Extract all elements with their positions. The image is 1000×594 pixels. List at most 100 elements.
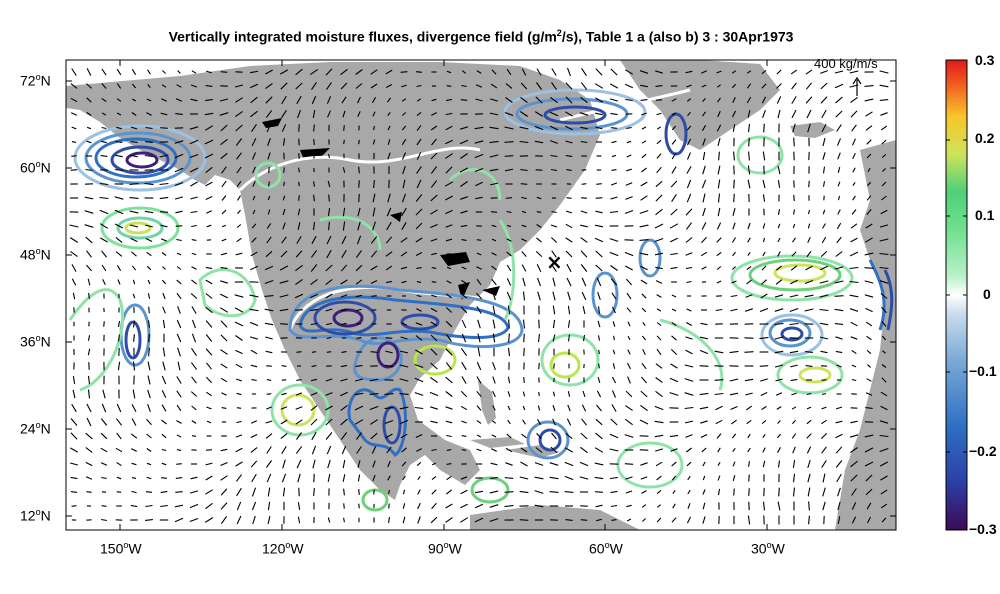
flux-vector (699, 349, 709, 355)
flux-vector (762, 194, 766, 202)
flux-vector (837, 166, 841, 174)
flux-vector (880, 489, 888, 495)
flux-vector (807, 237, 811, 243)
flux-vector (716, 237, 722, 243)
flux-vector (774, 308, 784, 312)
flux-vector (474, 153, 484, 159)
flux-vector (687, 475, 691, 481)
flux-vector (491, 224, 497, 228)
flux-vector (866, 181, 872, 187)
flux-vector (295, 264, 303, 272)
flux-vector (445, 307, 453, 313)
flux-vector (865, 474, 873, 482)
flux-vector (701, 70, 707, 74)
flux-vector (115, 447, 123, 453)
flux-vector (159, 182, 169, 186)
flux-vector (805, 265, 813, 271)
flux-vector (372, 193, 376, 203)
flux-vector (610, 112, 618, 116)
flux-vector (220, 124, 228, 132)
flux-vector (101, 126, 107, 130)
flux-vector (251, 138, 257, 146)
flux-vector (431, 448, 437, 452)
flux-vector (685, 434, 693, 438)
flux-vector (296, 379, 302, 381)
flux-vector (327, 473, 331, 483)
flux-vector (101, 97, 107, 103)
flux-vector (370, 419, 378, 425)
flux-vector (174, 517, 184, 523)
flux-vector (445, 209, 453, 215)
flux-vector (326, 249, 332, 259)
flux-vector (176, 292, 182, 300)
flux-vector (387, 138, 391, 146)
flux-vector (821, 460, 827, 468)
flux-vector (880, 391, 888, 397)
flux-vector (774, 294, 784, 298)
flux-vector (84, 224, 94, 228)
flux-vector (552, 405, 556, 411)
flux-vector (792, 123, 796, 133)
flux-vector (161, 433, 167, 439)
flux-vector (505, 447, 513, 453)
flux-vector (849, 266, 859, 270)
lat-label-24: 24oN (20, 420, 51, 437)
flux-vector (70, 83, 78, 89)
flux-vector (250, 349, 258, 355)
flux-vector (206, 420, 212, 424)
chart-title: Vertically integrated moisture fluxes, d… (168, 28, 794, 45)
flux-vector (174, 196, 184, 200)
flux-vector (326, 82, 332, 90)
flux-vector (399, 419, 409, 425)
flux-vector (701, 111, 707, 117)
flux-vector (610, 504, 618, 508)
flux-vector (504, 477, 514, 479)
flux-vector (536, 237, 542, 243)
flux-vector (582, 334, 586, 342)
flux-vector (131, 112, 137, 116)
flux-vector (879, 280, 889, 284)
flux-vector (310, 264, 318, 272)
flux-vector (326, 336, 332, 340)
flux-vector (655, 266, 663, 270)
flux-vector (865, 237, 873, 243)
flux-vector (775, 392, 783, 396)
flux-vector (701, 222, 707, 230)
flux-vector (535, 250, 543, 258)
flux-vector (294, 293, 304, 299)
flux-vector (474, 517, 484, 523)
flux-vector (684, 420, 694, 424)
flux-vector (609, 210, 619, 214)
flux-vector (641, 490, 647, 494)
flux-vector (399, 378, 409, 382)
flux-vector (189, 167, 199, 173)
flux-vector (445, 376, 453, 384)
flux-vector (295, 250, 303, 258)
flux-vector (581, 418, 587, 426)
flux-vector (131, 462, 137, 466)
flux-vector (70, 250, 78, 258)
flux-vector (864, 98, 874, 102)
flux-vector (507, 376, 511, 384)
colorbar-label-zero: 0 (983, 286, 991, 302)
flux-vector (281, 365, 287, 367)
flux-vector (567, 334, 571, 342)
flux-vector (311, 445, 317, 455)
flux-vector (114, 196, 124, 200)
flux-vector (864, 461, 874, 467)
flux-vector (567, 404, 571, 412)
flux-vector (174, 153, 184, 159)
flux-vector (850, 460, 858, 468)
flux-vector (189, 490, 199, 494)
flux-vector (445, 517, 453, 523)
flux-vector (850, 447, 858, 453)
flux-vector (507, 405, 511, 411)
flux-vector (311, 235, 317, 245)
flux-vector (762, 433, 766, 439)
flux-vector (309, 293, 319, 299)
flux-vector (567, 291, 571, 301)
flux-vector (400, 336, 408, 340)
flux-vector (159, 154, 169, 158)
flux-vector (492, 362, 496, 370)
flux-vector (266, 393, 272, 395)
